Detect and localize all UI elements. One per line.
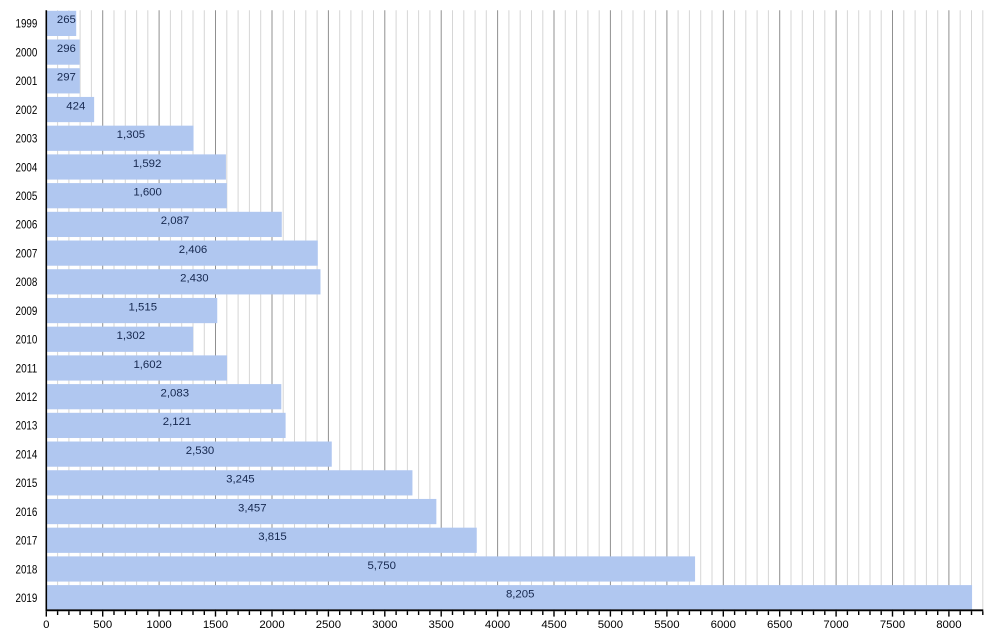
svg-text:2013: 2013 [16, 419, 38, 433]
svg-text:2,083: 2,083 [161, 388, 190, 400]
svg-text:2003: 2003 [16, 132, 38, 146]
svg-text:2016: 2016 [16, 505, 38, 519]
svg-text:1000: 1000 [146, 619, 171, 630]
svg-text:2008: 2008 [16, 275, 38, 289]
svg-text:6000: 6000 [711, 619, 736, 630]
svg-text:265: 265 [57, 14, 76, 26]
svg-text:2500: 2500 [316, 619, 341, 630]
svg-text:2005: 2005 [16, 189, 38, 203]
svg-text:2000: 2000 [259, 619, 284, 630]
svg-text:2011: 2011 [16, 361, 38, 375]
svg-text:2,430: 2,430 [180, 273, 209, 285]
svg-text:3500: 3500 [429, 619, 454, 630]
svg-text:2,121: 2,121 [163, 416, 192, 428]
svg-text:297: 297 [57, 72, 76, 84]
svg-text:2004: 2004 [16, 160, 38, 174]
svg-text:3,457: 3,457 [238, 502, 267, 514]
svg-text:7500: 7500 [880, 619, 905, 630]
svg-text:6500: 6500 [767, 619, 792, 630]
svg-text:1999: 1999 [16, 17, 38, 31]
svg-text:2006: 2006 [16, 218, 38, 232]
svg-text:2014: 2014 [16, 447, 38, 461]
svg-text:1,592: 1,592 [133, 158, 162, 170]
svg-text:2001: 2001 [16, 74, 38, 88]
svg-text:2,530: 2,530 [186, 445, 215, 457]
svg-text:2019: 2019 [16, 591, 38, 605]
svg-text:1,600: 1,600 [133, 187, 162, 199]
svg-text:2018: 2018 [16, 562, 38, 576]
svg-text:4000: 4000 [485, 619, 510, 630]
svg-text:1,302: 1,302 [117, 330, 146, 342]
svg-text:2002: 2002 [16, 103, 38, 117]
svg-text:3,245: 3,245 [226, 474, 255, 486]
svg-text:2000: 2000 [16, 45, 38, 59]
svg-text:7000: 7000 [823, 619, 848, 630]
svg-text:424: 424 [66, 100, 85, 112]
svg-text:2012: 2012 [16, 390, 38, 404]
svg-text:1,602: 1,602 [133, 359, 162, 371]
svg-text:0: 0 [43, 619, 49, 630]
svg-text:3,815: 3,815 [258, 531, 287, 543]
svg-text:4500: 4500 [541, 619, 566, 630]
svg-text:2010: 2010 [16, 333, 38, 347]
svg-text:2015: 2015 [16, 476, 38, 490]
svg-text:500: 500 [93, 619, 112, 630]
svg-text:2017: 2017 [16, 534, 38, 548]
svg-text:5000: 5000 [598, 619, 623, 630]
svg-text:5500: 5500 [654, 619, 679, 630]
svg-text:1500: 1500 [203, 619, 228, 630]
svg-text:296: 296 [57, 43, 76, 55]
svg-text:1,305: 1,305 [117, 129, 146, 141]
svg-text:2007: 2007 [16, 246, 38, 260]
svg-text:2,406: 2,406 [179, 244, 208, 256]
svg-text:5,750: 5,750 [367, 560, 396, 572]
svg-text:2009: 2009 [16, 304, 38, 318]
svg-text:8000: 8000 [936, 619, 961, 630]
svg-text:2,087: 2,087 [161, 215, 190, 227]
svg-text:1,515: 1,515 [129, 301, 158, 313]
svg-text:8,205: 8,205 [506, 589, 535, 601]
svg-text:3000: 3000 [372, 619, 397, 630]
